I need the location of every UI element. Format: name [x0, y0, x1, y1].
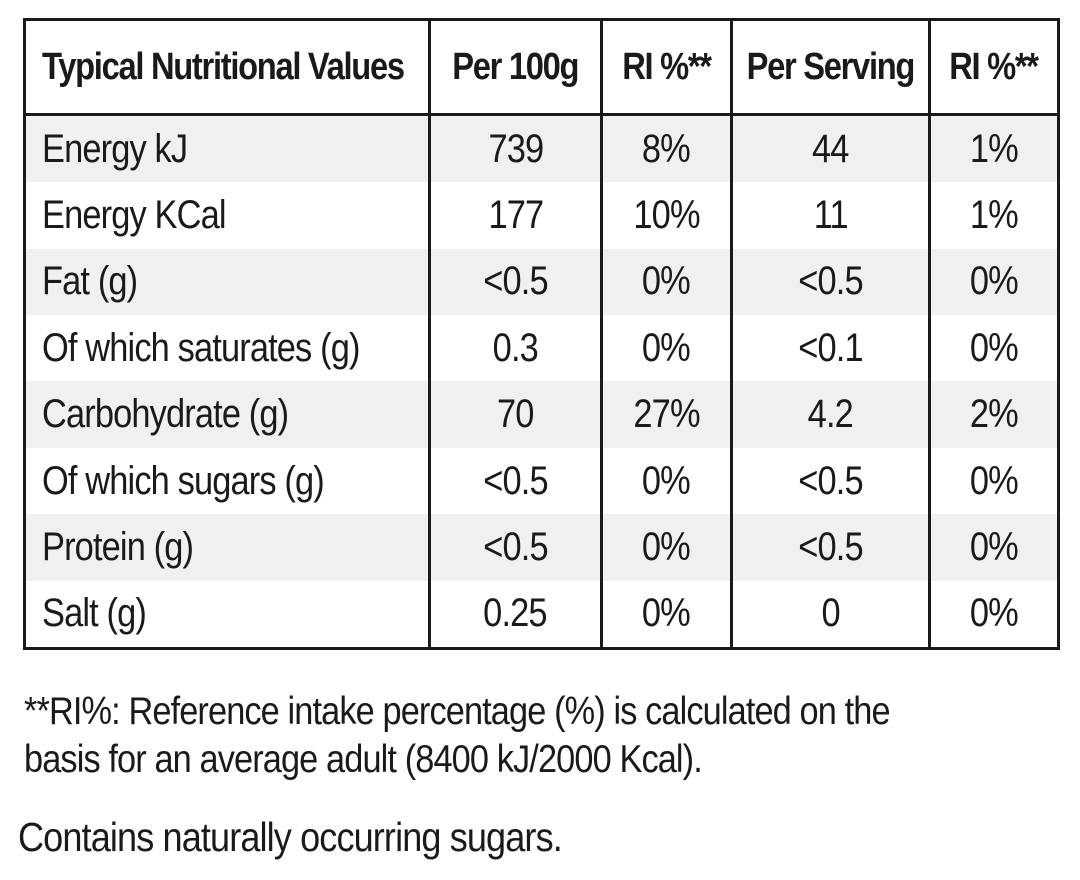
per-100g-value: 0.25 [428, 580, 602, 649]
ri-serving-value: 2% [927, 381, 1059, 448]
table-row: Salt (g) 0.25 0% 0 0% [24, 580, 1059, 649]
ri-100g-value: 0% [599, 315, 732, 382]
per-100g-value: 70 [428, 381, 602, 448]
ri-serving-value: 0% [927, 447, 1059, 515]
header-nutrient: Typical Nutritional Values [24, 19, 430, 116]
ri-100g-value: 0% [599, 248, 732, 316]
table-row: Of which saturates (g) 0.3 0% <0.1 0% [24, 315, 1059, 382]
nutrient-name: Carbohydrate (g) [24, 381, 430, 448]
per-100g-value: 0.3 [428, 315, 602, 382]
ri-serving-value: 1% [927, 182, 1059, 249]
nutrient-name: Energy kJ [24, 114, 430, 183]
ri-serving-value: 0% [927, 514, 1059, 581]
per-100g-value: <0.5 [428, 514, 602, 581]
per-serving-value: 44 [730, 114, 930, 183]
ri-100g-value: 8% [599, 114, 732, 183]
nutrient-name: Protein (g) [24, 514, 430, 581]
header-per-serving: Per Serving [730, 19, 930, 116]
header-ri-serving: RI %** [927, 19, 1059, 116]
per-serving-value: 4.2 [730, 381, 930, 448]
per-100g-value: <0.5 [428, 248, 602, 316]
header-per-100g: Per 100g [428, 19, 602, 116]
ri-100g-value: 0% [599, 514, 732, 581]
table-row: Of which sugars (g) <0.5 0% <0.5 0% [24, 447, 1059, 515]
ri-100g-value: 27% [599, 381, 732, 448]
table-row: Fat (g) <0.5 0% <0.5 0% [24, 248, 1059, 316]
ri-serving-value: 0% [927, 248, 1059, 316]
ri-serving-value: 0% [927, 315, 1059, 382]
ri-footnote: **RI%: Reference intake percentage (%) i… [24, 688, 930, 784]
table-body: Energy kJ 739 8% 44 1% Energy KCal 177 1… [24, 114, 1059, 649]
per-serving-value: <0.5 [730, 248, 930, 316]
table-header: Typical Nutritional Values Per 100g RI %… [24, 19, 1059, 116]
per-serving-value: <0.5 [730, 514, 930, 581]
nutrient-name: Of which saturates (g) [24, 315, 430, 382]
header-row: Typical Nutritional Values Per 100g RI %… [24, 19, 1059, 116]
header-ri-100g: RI %** [599, 19, 732, 116]
per-serving-value: 0 [730, 580, 930, 649]
nutrient-name: Energy KCal [24, 182, 430, 249]
per-serving-value: 11 [730, 182, 930, 249]
per-100g-value: <0.5 [428, 447, 602, 515]
nutrient-name: Salt (g) [24, 580, 430, 649]
ri-100g-value: 0% [599, 580, 732, 649]
table-row: Energy kJ 739 8% 44 1% [24, 114, 1059, 183]
table-row: Protein (g) <0.5 0% <0.5 0% [24, 514, 1059, 581]
ri-100g-value: 10% [599, 182, 732, 249]
per-serving-value: <0.1 [730, 315, 930, 382]
nutrient-name: Of which sugars (g) [24, 447, 430, 515]
ri-serving-value: 0% [927, 580, 1059, 649]
contains-note: Contains naturally occurring sugars. [18, 814, 563, 860]
ri-100g-value: 0% [599, 447, 732, 515]
nutrient-name: Fat (g) [24, 248, 430, 316]
per-100g-value: 739 [428, 114, 602, 183]
nutrition-table: Typical Nutritional Values Per 100g RI %… [23, 18, 1060, 650]
footnote-line-2: basis for an average adult (8400 kJ/2000… [24, 738, 703, 781]
table-row: Carbohydrate (g) 70 27% 4.2 2% [24, 381, 1059, 448]
table-row: Energy KCal 177 10% 11 1% [24, 182, 1059, 249]
per-serving-value: <0.5 [730, 447, 930, 515]
footnote-line-1: **RI%: Reference intake percentage (%) i… [24, 690, 891, 733]
per-100g-value: 177 [428, 182, 602, 249]
ri-serving-value: 1% [927, 114, 1059, 183]
